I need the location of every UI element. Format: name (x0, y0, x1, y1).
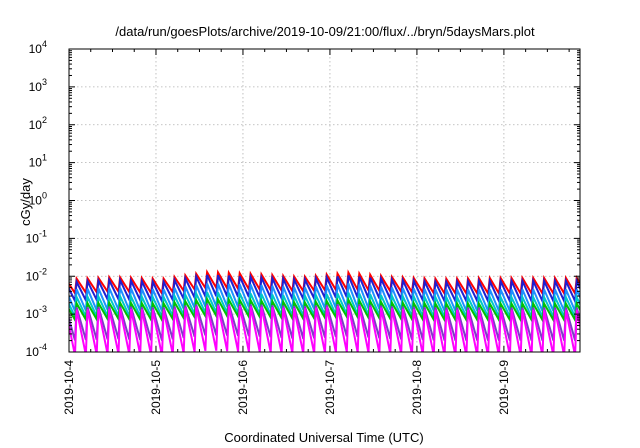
series-line-4 (69, 289, 580, 321)
x-tick-label: 2019-10-4 (62, 360, 76, 415)
x-axis-label: Coordinated Universal Time (UTC) (224, 430, 423, 445)
y-tick-label: 101 (29, 153, 47, 170)
y-tick-label: 104 (29, 39, 47, 56)
y-tick-label: 103 (29, 77, 47, 94)
y-tick-label: 10-2 (26, 266, 47, 283)
series-line-7 (69, 305, 580, 352)
x-tick-label: 2019-10-5 (149, 360, 163, 415)
y-tick-label: 10-4 (26, 342, 47, 359)
series-line-1 (69, 268, 580, 297)
x-tick-label: 2019-10-7 (323, 360, 337, 415)
y-tick-label: 10-3 (26, 304, 47, 321)
x-tick-label: 2019-10-9 (497, 360, 511, 415)
y-tick-label: 102 (29, 115, 47, 132)
series-line-5 (69, 295, 580, 324)
x-tick-label: 2019-10-6 (236, 360, 250, 415)
series-line-2 (69, 272, 580, 306)
x-axis: 2019-10-4 2019-10-5 2019-10-6 2019-10-7 2019… (62, 49, 570, 415)
y-axis-label: cGy/day (18, 178, 33, 226)
chart-title: /data/run/goesPlots/archive/2019-10-09/2… (115, 24, 535, 39)
y-tick-label: 10-1 (26, 228, 47, 245)
series-line-3 (69, 283, 580, 312)
x-tick-label: 2019-10-8 (410, 360, 424, 415)
series-group (69, 268, 580, 352)
